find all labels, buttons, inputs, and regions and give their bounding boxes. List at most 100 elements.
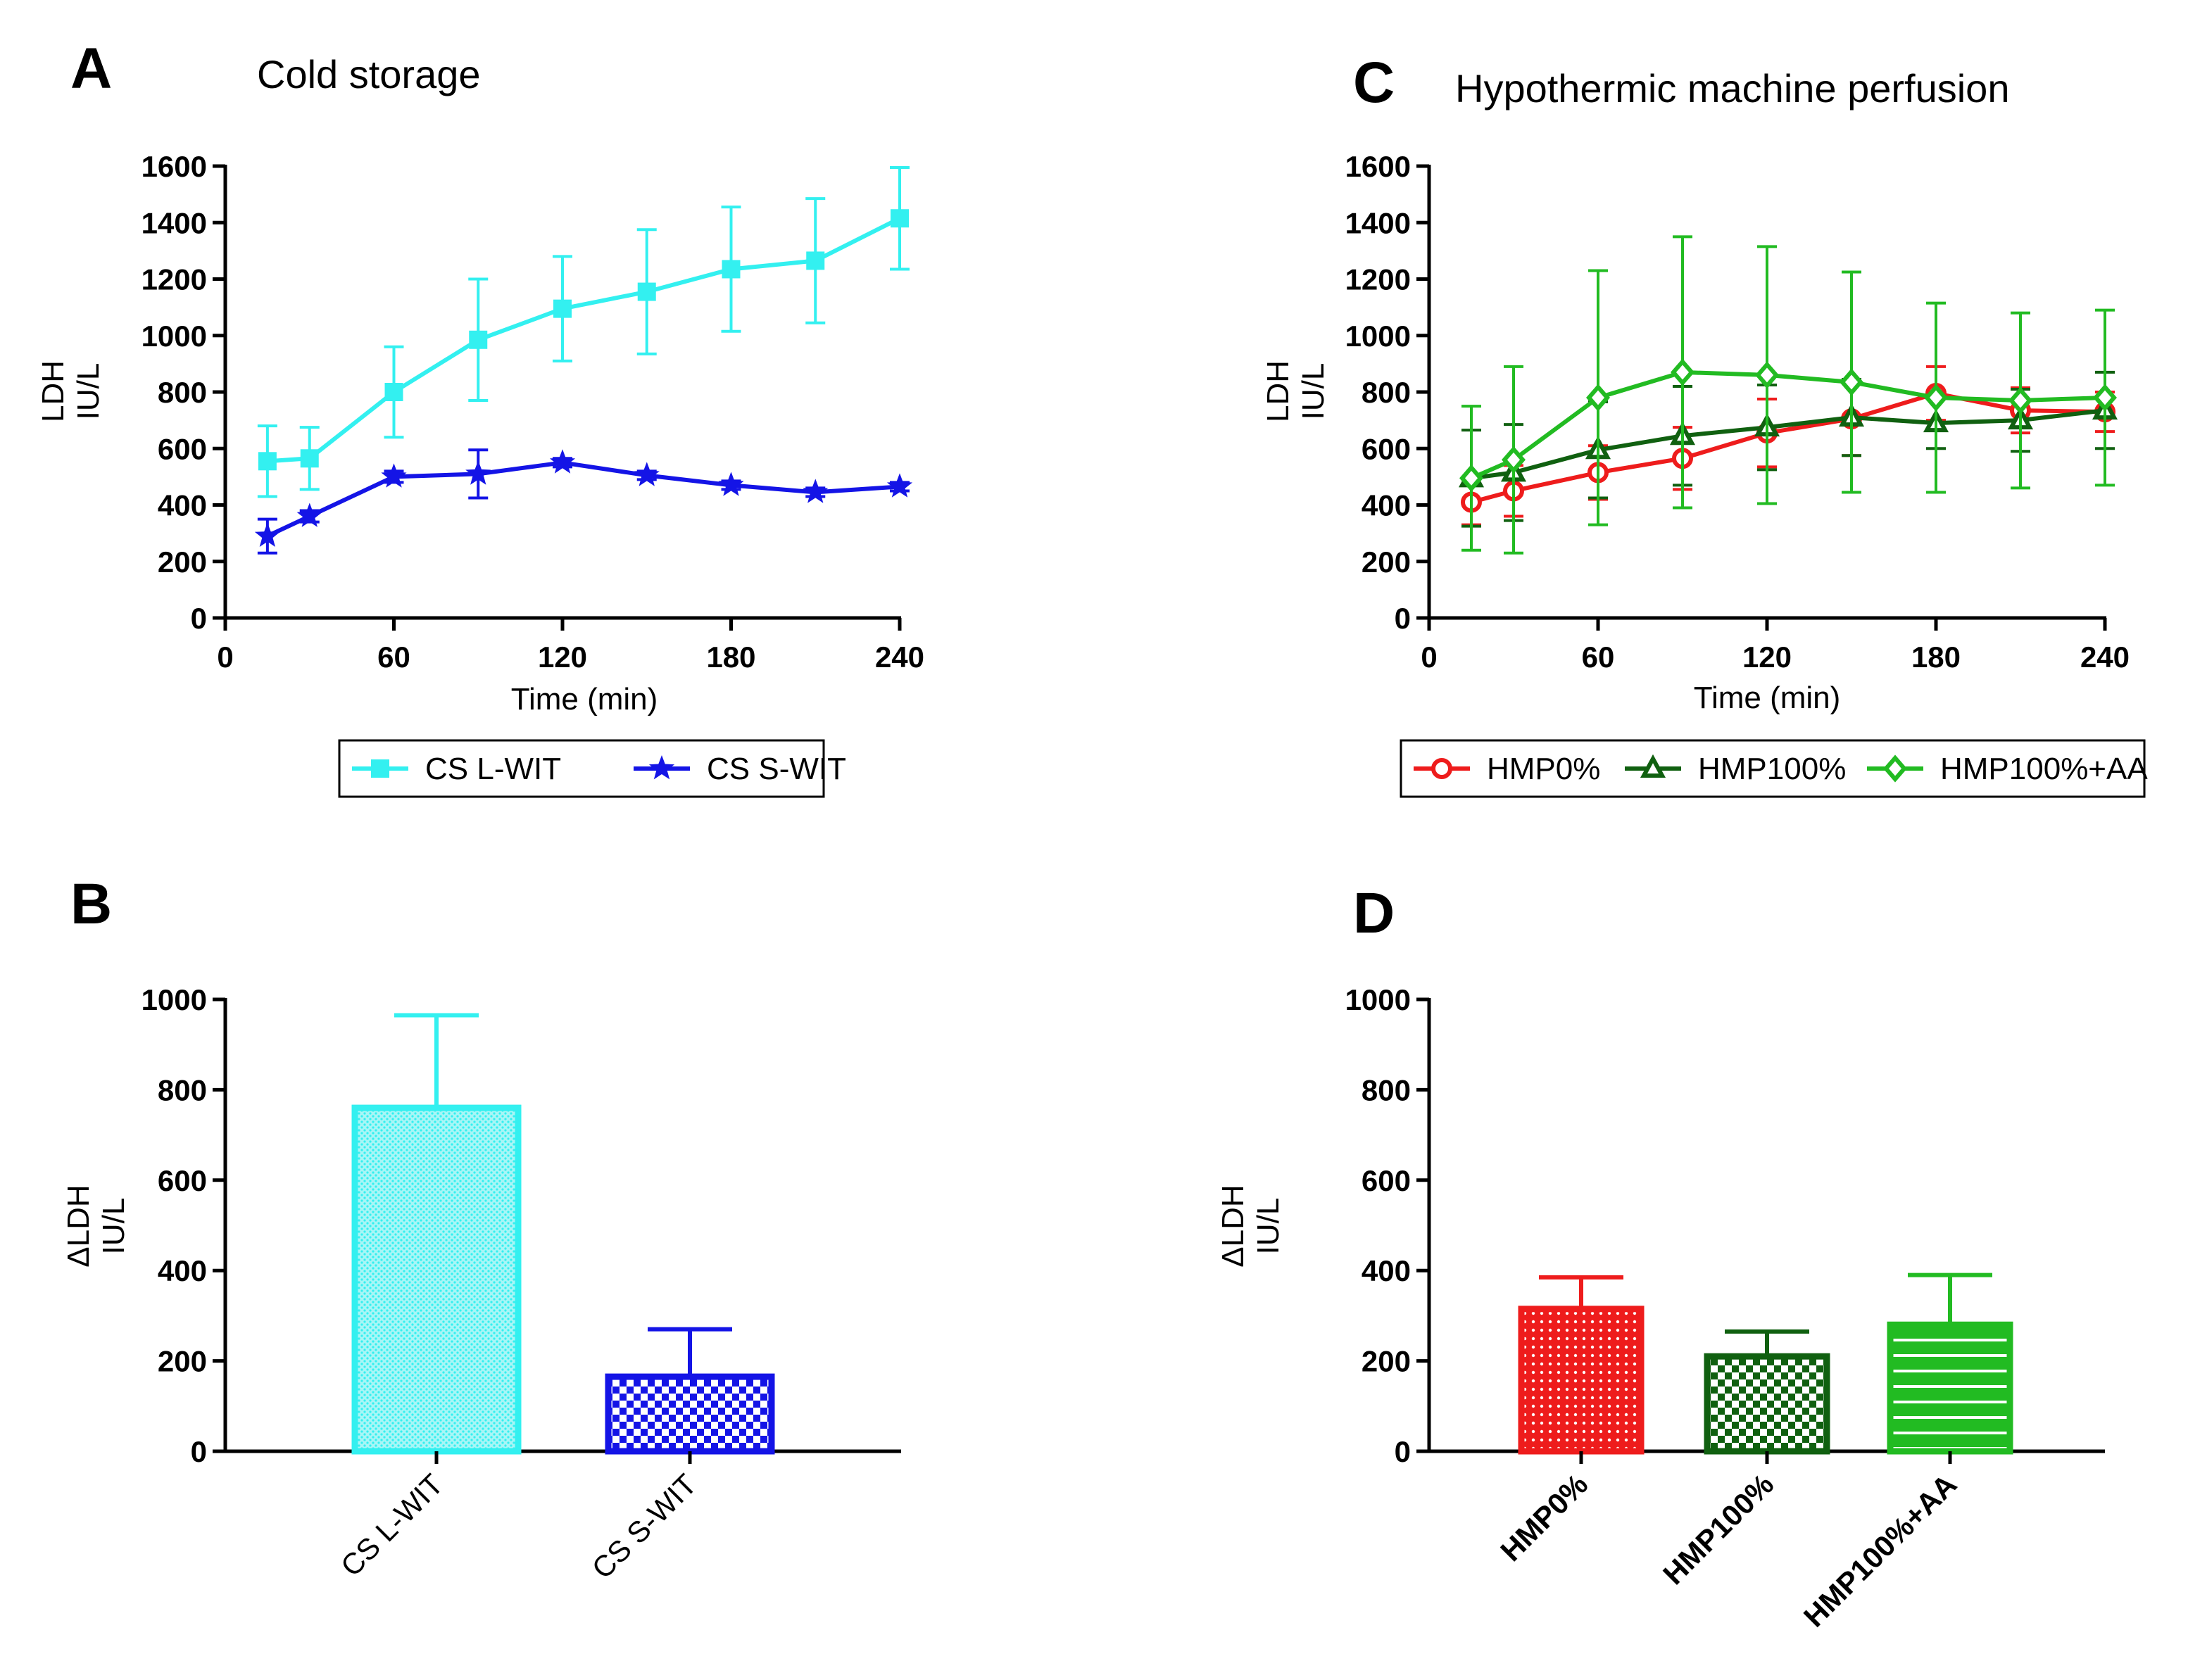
- panel-b-ytick-label: 600: [158, 1164, 207, 1197]
- panel-c-xlabel: Time (min): [1694, 681, 1841, 715]
- panel-c-ytick-label: 1400: [1345, 206, 1411, 239]
- panel-a-series-cs-l-wit-point: [806, 251, 825, 270]
- panel-b-ylabel-line1: ΔLDH: [61, 1185, 96, 1267]
- panel-c-series-hmp100pct-plus-aa-point: [1502, 446, 1526, 474]
- panel-b-ytick-label: 400: [158, 1254, 207, 1287]
- panel-a-series-cs-l-wit-point: [553, 299, 572, 318]
- panel-c-series-hmp100pct-plus-aa-point: [1755, 361, 1779, 389]
- panel-c-ytick-label: 400: [1362, 489, 1411, 522]
- panel-a-xlabel: Time (min): [511, 682, 658, 716]
- panel-c-legend-marker: [1883, 754, 1907, 783]
- panel-c-series-hmp0pct-line: [1471, 391, 2106, 505]
- panel-a-series-cs-l-wit-point: [722, 260, 741, 279]
- panel-a-ytick-label: 400: [158, 489, 207, 522]
- panel-a-legend-item-cs-l-wit: CS L-WIT: [352, 752, 561, 786]
- panel-d-ytick-label: 600: [1362, 1164, 1411, 1197]
- panel-a-legend-box: [338, 739, 825, 798]
- panel-a-legend-marker: [371, 759, 389, 778]
- panel-d-category-label: HMP100%+AA: [1797, 1467, 1963, 1633]
- panel-d-letter: D: [1353, 881, 1395, 945]
- panel-a-series-cs-l-wit: [257, 166, 910, 498]
- panel-a-ytick-label: 1000: [142, 320, 207, 353]
- panel-d-ytick-label: 0: [1395, 1435, 1411, 1468]
- panel-c-ytick-label: 600: [1362, 432, 1411, 465]
- panel-c-ylabel-line2: IU/L: [1296, 363, 1331, 420]
- panel-a-series-cs-s-wit-point: [803, 479, 829, 503]
- panel-d-bar-hmp100pct: [1704, 1353, 1830, 1455]
- panel-b-bar-chart: 0 200 400 600 800 1000 CS L-WIT CS S-WIT: [142, 983, 901, 1585]
- panel-c-legend-label: HMP0%: [1487, 752, 1600, 786]
- panel-c-legend-marker: [1431, 758, 1452, 779]
- panel-a-legend-item-cs-s-wit: CS S-WIT: [634, 752, 846, 786]
- panel-b-bar-cs-s-wit: [605, 1373, 775, 1455]
- panel-c-series-hmp100pct-plus-aa-point: [1671, 358, 1695, 386]
- panel-c-legend-item-hmp0pct: HMP0%: [1414, 752, 1600, 786]
- panel-a-title: Cold storage: [257, 52, 481, 96]
- panel-b-ytick-label: 800: [158, 1073, 207, 1106]
- panel-b-bar-cs-l-wit: [351, 1104, 522, 1455]
- panel-b-category-label: CS S-WIT: [585, 1467, 703, 1585]
- panel-a-ytick-label: 1200: [142, 263, 207, 296]
- panel-b-ytick-label: 0: [191, 1435, 207, 1468]
- panel-a-series-cs-l-wit-point: [300, 449, 319, 468]
- panel-c-ytick-label: 1000: [1345, 320, 1411, 353]
- panel-a-legend: CS L-WIT CS S-WIT: [338, 739, 846, 798]
- panel-c-legend-label: HMP100%: [1698, 752, 1846, 786]
- panel-a-ytick-label: 1400: [142, 206, 207, 239]
- panel-d-bar-chart: 0 200 400 600 800 1000 HMP0% HMP100% HMP100%+AA: [1345, 983, 2105, 1634]
- panel-c-legend-item-hmp100pct-plus-aa: HMP100%+AA: [1867, 752, 2148, 786]
- panel-a-series-cs-l-wit-point: [637, 282, 656, 301]
- panel-c-series-hmp100pct-plus-aa-point: [1840, 368, 1863, 396]
- panel-a-ylabel-line1: LDH: [36, 360, 70, 422]
- panel-a-series-cs-l-wit-point: [384, 383, 403, 401]
- panel-a-ytick-label: 800: [158, 376, 207, 409]
- panel-b-ytick-label: 200: [158, 1345, 207, 1378]
- panel-a-ytick-label: 0: [191, 602, 207, 635]
- panel-c-legend-label: HMP100%+AA: [1940, 752, 2148, 786]
- panel-b-letter: B: [70, 872, 112, 936]
- panel-c-xtick-label: 120: [1742, 640, 1792, 674]
- panel-a-series-cs-l-wit-line: [267, 216, 901, 464]
- panel-d-ytick-label: 400: [1362, 1254, 1411, 1287]
- panel-a-series-cs-s-wit-point: [465, 460, 491, 485]
- panel-c-ytick-label: 1200: [1345, 263, 1411, 296]
- panel-a-series-cs-s-wit-point: [254, 522, 280, 547]
- panel-a-letter: A: [70, 37, 112, 101]
- panel-b-ylabel-line2: IU/L: [96, 1198, 131, 1255]
- panel-c-legend-marker: [1640, 754, 1666, 778]
- panel-c-series-hmp100pct-plus-aa-point: [2008, 386, 2032, 415]
- panel-a-series-cs-s-wit-point: [381, 463, 407, 488]
- panel-a-xtick-label: 120: [538, 640, 587, 674]
- panel-a-xtick-label: 0: [217, 640, 233, 674]
- panel-a-series-cs-s-wit-point: [718, 472, 744, 496]
- panel-a-series-cs-s-wit-point: [549, 449, 576, 474]
- panel-a-series-cs-s-wit-line: [266, 460, 900, 538]
- panel-d-bar-hmp100pct-plus-aa: [1887, 1321, 2013, 1455]
- panel-c-title: Hypothermic machine perfusion: [1455, 66, 2009, 110]
- panel-c-series-hmp100pct-plus-aa-point: [1586, 384, 1610, 412]
- panel-a-series-cs-l-wit-point: [469, 330, 488, 349]
- panel-d-ylabel-line2: IU/L: [1251, 1198, 1285, 1255]
- panel-a-ytick-label: 200: [158, 545, 207, 579]
- panel-a-series-cs-s-wit: [254, 448, 913, 555]
- panel-a-ytick-label: 1600: [142, 150, 207, 183]
- panel-a-xtick-label: 60: [377, 640, 410, 674]
- panel-d-ylabel-line1: ΔLDH: [1216, 1185, 1250, 1267]
- panel-c-series-hmp100pct-plus-aa-point: [2093, 384, 2117, 412]
- panel-d-bar-hmp0pct: [1518, 1306, 1645, 1455]
- panel-a-xtick-label: 240: [875, 640, 924, 674]
- panel-c-series-hmp100pct-plus-aa-point: [1459, 464, 1483, 492]
- panel-c-xtick-label: 180: [1911, 640, 1961, 674]
- panel-a-legend-label: CS L-WIT: [425, 752, 561, 786]
- panel-a-line-chart: 0 200 400 600 800 1000 1200 1400 1600 0 60 120 180 24…: [142, 150, 924, 674]
- panel-c-ytick-label: 1600: [1345, 150, 1411, 183]
- panel-c-series-hmp100pct-plus-aa: [1459, 235, 2117, 555]
- panel-c-xtick-label: 0: [1421, 640, 1437, 674]
- panel-c-ylabel-line1: LDH: [1261, 360, 1295, 422]
- panel-c-ytick-label: 800: [1362, 376, 1411, 409]
- panel-a-ytick-label: 600: [158, 432, 207, 465]
- panel-a-series-cs-s-wit-point: [296, 503, 322, 527]
- panel-c-letter: C: [1353, 51, 1395, 115]
- panel-d-ytick-label: 1000: [1345, 983, 1411, 1016]
